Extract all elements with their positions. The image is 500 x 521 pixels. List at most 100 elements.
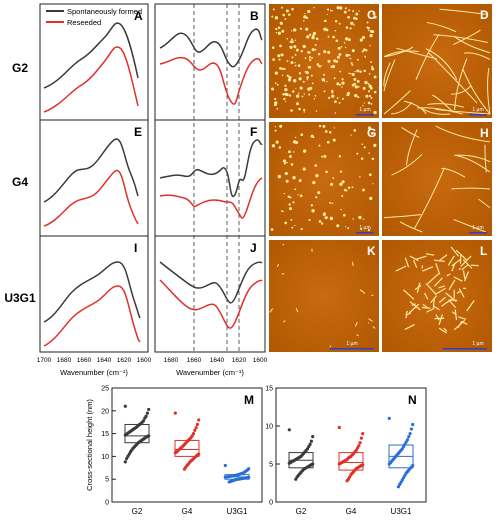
afm-fibril	[435, 108, 491, 115]
afm-particle	[311, 82, 314, 85]
afm-particle	[285, 179, 289, 183]
y-tick-label: 15	[101, 431, 109, 438]
afm-particle	[274, 71, 278, 75]
afm-particle	[293, 28, 297, 32]
afm-fibril	[460, 255, 472, 267]
data-point	[407, 435, 411, 439]
afm-particle	[329, 201, 331, 204]
data-point	[197, 418, 201, 422]
afm-particle	[373, 90, 377, 94]
afm-particle	[291, 7, 294, 11]
spectrum-f-spontaneous	[159, 139, 263, 198]
data-point	[123, 404, 127, 408]
afm-particle	[333, 59, 337, 63]
data-point	[387, 416, 391, 420]
afm-fibril	[453, 219, 486, 233]
afm-particle	[288, 94, 292, 97]
afm-fibril	[439, 254, 448, 262]
afm-fibril	[433, 305, 440, 311]
afm-particle	[323, 212, 326, 215]
afm-particle	[354, 70, 356, 73]
tick-label-1640: 1640	[210, 357, 225, 364]
afm-particle	[324, 216, 328, 220]
data-point	[411, 422, 415, 427]
scale-bar-label-l: 1 µm	[472, 341, 483, 347]
afm-particle	[273, 104, 276, 107]
afm-particle	[292, 151, 295, 153]
afm-particle	[329, 9, 332, 12]
afm-particle	[338, 22, 341, 25]
afm-particle	[289, 45, 293, 49]
afm-particle	[298, 107, 301, 111]
box	[338, 452, 364, 471]
afm-particle	[357, 96, 360, 99]
afm-particle	[285, 9, 289, 13]
row-label-g4: G4	[12, 175, 28, 189]
afm-particle	[367, 101, 371, 105]
afm-fibril	[351, 261, 354, 267]
afm-particle	[288, 150, 291, 154]
data-point	[287, 461, 291, 465]
afm-particle	[348, 72, 350, 75]
afm-fibril	[462, 270, 466, 280]
afm-fibril	[458, 267, 461, 271]
afm-fibril	[276, 263, 279, 267]
afm-particle	[340, 45, 343, 48]
afm-particle	[343, 213, 346, 217]
chart-n: N 0 5 10 15 G2 G4 U3G1	[265, 386, 427, 516]
afm-particle	[368, 11, 371, 14]
afm-particle	[283, 97, 286, 101]
data-point	[223, 463, 227, 468]
afm-particle	[356, 79, 360, 83]
afm-particle	[367, 228, 371, 232]
afm-particle	[362, 188, 365, 192]
afm-fibril	[295, 308, 299, 313]
afm-particle	[368, 84, 372, 88]
afm-particle	[283, 162, 286, 165]
data-point	[143, 416, 147, 420]
y-tick-label: 10	[101, 454, 109, 461]
spectrum-j-reseeded	[159, 279, 263, 329]
afm-particle	[352, 10, 355, 13]
afm-particle	[300, 133, 304, 137]
afm-particle	[363, 146, 366, 149]
afm-particle	[274, 97, 277, 101]
afm-particle	[312, 136, 315, 139]
afm-particle	[310, 74, 313, 77]
afm-particle	[365, 94, 369, 98]
afm-particle	[288, 13, 291, 16]
afm-fibril	[454, 309, 458, 321]
afm-fibril	[434, 287, 446, 296]
panel-letter-g: G	[367, 126, 376, 140]
afm-particle	[278, 146, 282, 149]
afm-particle	[323, 50, 327, 54]
afm-particle	[369, 45, 371, 47]
afm-fibril	[425, 282, 437, 295]
afm-particle	[354, 93, 358, 98]
afm-particle	[345, 26, 349, 29]
afm-particle	[354, 85, 358, 89]
afm-particle	[313, 98, 316, 100]
afm-particle	[277, 26, 281, 30]
afm-particle	[356, 58, 359, 61]
afm-fibril	[383, 62, 391, 87]
afm-fibril	[421, 265, 424, 269]
panel-frame-left	[39, 3, 149, 353]
afm-particle	[275, 27, 278, 31]
afm-fibril	[413, 167, 445, 230]
afm-particle	[338, 155, 342, 158]
afm-particle	[327, 35, 330, 38]
afm-particle	[344, 226, 347, 228]
x-axis-title-left: Wavenumber (cm⁻¹)	[60, 368, 128, 377]
data-point	[147, 407, 151, 412]
afm-fibril	[401, 126, 420, 138]
x-axis-ticks-middle: 1680 1660 1640 1620 1600	[164, 357, 268, 364]
afm-fibril	[422, 266, 434, 272]
data-point	[396, 485, 400, 489]
afm-particle	[314, 94, 317, 97]
afm-particle	[298, 179, 302, 182]
afm-particle	[337, 46, 341, 50]
afm-particle	[347, 186, 351, 189]
afm-particle	[365, 49, 368, 52]
afm-particle	[360, 157, 364, 160]
